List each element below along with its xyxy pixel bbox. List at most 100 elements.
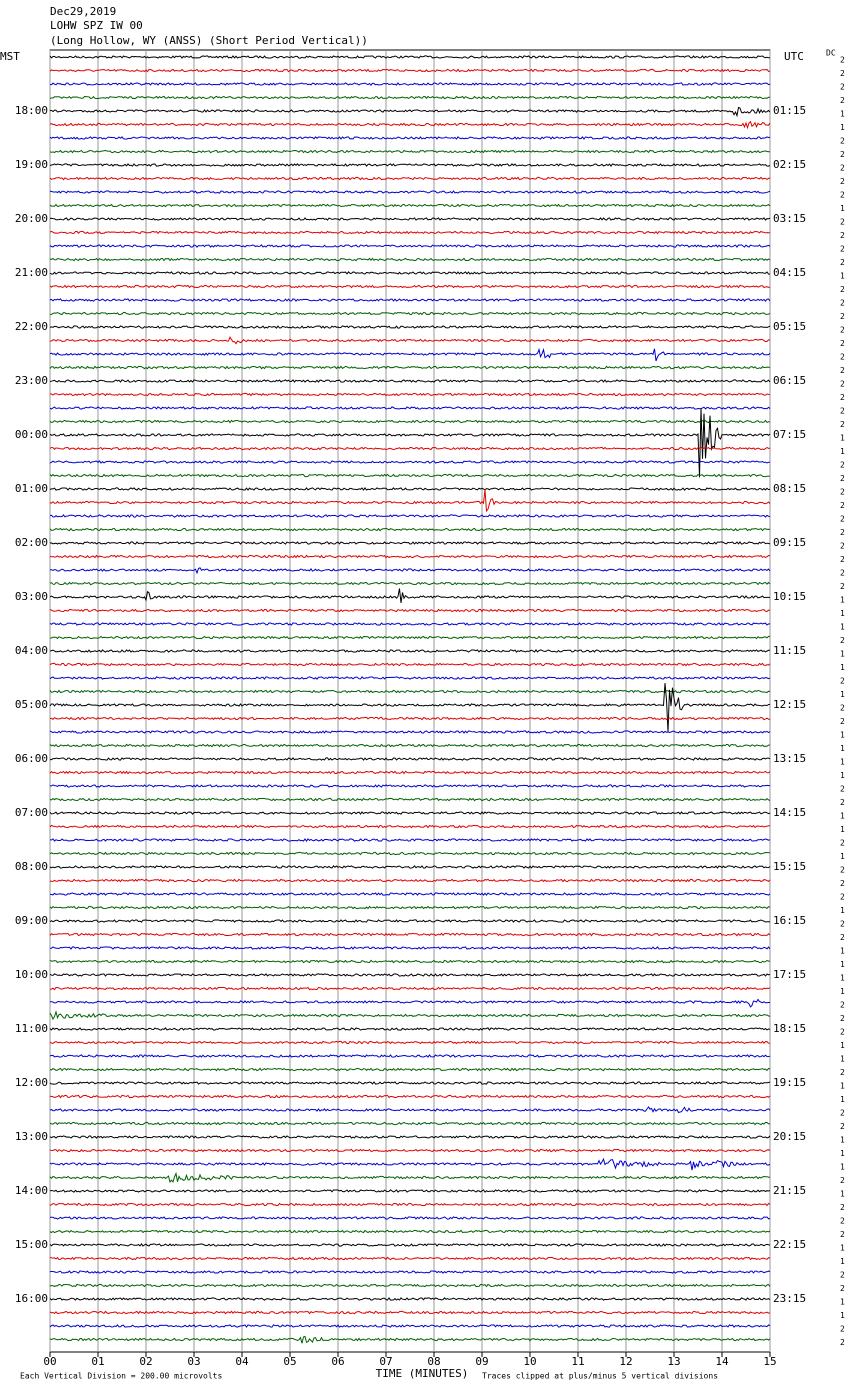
dc-value: 2 (840, 231, 845, 240)
right-time: 19:15 (773, 1076, 806, 1089)
dc-value: 2 (840, 798, 845, 807)
station: LOHW SPZ IW 00 (50, 19, 143, 32)
dc-value: 2 (840, 164, 845, 173)
right-time: 20:15 (773, 1130, 806, 1143)
trace (49, 851, 771, 856)
dc-value: 1 (840, 987, 845, 996)
trace (49, 905, 771, 910)
dc-value: 2 (840, 150, 845, 159)
trace (49, 190, 771, 194)
dc-value: 2 (840, 555, 845, 564)
trace (49, 68, 771, 73)
trace (49, 770, 771, 775)
left-time: 23:00 (15, 374, 48, 387)
dc-value: 1 (840, 596, 845, 605)
trace (49, 635, 770, 640)
dc-value: 2 (840, 1122, 845, 1131)
x-tick-label: 00 (43, 1355, 56, 1368)
dc-value: 2 (840, 285, 845, 294)
dc-value: 2 (840, 69, 845, 78)
trace (49, 716, 771, 721)
dc-value: 1 (840, 650, 845, 659)
trace (49, 676, 771, 680)
trace (49, 784, 771, 788)
trace (49, 1106, 771, 1114)
trace (49, 365, 771, 370)
trace (49, 567, 771, 575)
dc-value: 1 (840, 1190, 845, 1199)
dc-value: 1 (840, 204, 845, 213)
dc-value: 2 (840, 339, 845, 348)
dc-value: 2 (840, 1068, 845, 1077)
dc-value: 2 (840, 137, 845, 146)
trace (49, 959, 771, 964)
dc-value: 2 (840, 366, 845, 375)
x-tick-label: 08 (427, 1355, 440, 1368)
dc-value: 1 (840, 1136, 845, 1145)
trace (49, 120, 771, 130)
footer-right: Traces clipped at plus/minus 5 vertical … (482, 1372, 718, 1381)
right-time: 04:15 (773, 266, 806, 279)
dc-value: 1 (840, 1055, 845, 1064)
trace (49, 1283, 771, 1288)
trace (49, 541, 771, 545)
x-tick-label: 04 (235, 1355, 249, 1368)
dc-value: 2 (840, 920, 845, 929)
dc-value: 1 (840, 623, 845, 632)
right-time: 02:15 (773, 158, 806, 171)
trace (49, 797, 771, 802)
left-time: 22:00 (15, 320, 48, 333)
dc-value: 1 (840, 1041, 845, 1050)
dc-value: 2 (840, 879, 845, 888)
dc-value: 1 (840, 974, 845, 983)
trace (49, 581, 771, 586)
dc-value: 1 (840, 1311, 845, 1320)
trace (49, 460, 771, 464)
dc-label: DC (826, 49, 836, 58)
dc-value: 2 (840, 1230, 845, 1239)
trace (49, 136, 771, 140)
left-time: 02:00 (15, 536, 48, 549)
dc-value: 2 (840, 326, 845, 335)
dc-value: 2 (840, 245, 845, 254)
dc-value: 1 (840, 744, 845, 753)
left-time: 18:00 (15, 104, 48, 117)
left-time: 21:00 (15, 266, 48, 279)
trace (49, 311, 771, 316)
trace (49, 683, 771, 733)
dc-value: 2 (840, 1028, 845, 1037)
trace (49, 1256, 771, 1261)
dc-value: 2 (840, 218, 845, 227)
dc-value: 2 (840, 1001, 845, 1010)
dc-value: 2 (840, 1284, 845, 1293)
footer-left: Each Vertical Division = 200.00 microvol… (20, 1372, 222, 1381)
right-time: 12:15 (773, 698, 806, 711)
trace (49, 203, 771, 208)
dc-value: 2 (840, 1271, 845, 1280)
trace (49, 489, 771, 513)
trace (49, 55, 770, 59)
left-time: 00:00 (15, 428, 48, 441)
trace (49, 1067, 771, 1072)
x-tick-label: 03 (187, 1355, 200, 1368)
x-tick-label: 14 (715, 1355, 729, 1368)
x-tick-label: 12 (619, 1355, 632, 1368)
trace (49, 878, 771, 883)
trace (49, 95, 770, 100)
right-time: 22:15 (773, 1238, 806, 1251)
dc-value: 1 (840, 447, 845, 456)
trace (49, 973, 771, 977)
trace (49, 325, 771, 329)
left-time: 05:00 (15, 698, 48, 711)
trace (49, 335, 771, 345)
dc-value: 2 (840, 461, 845, 470)
left-time: 14:00 (15, 1184, 48, 1197)
dc-value: 2 (840, 501, 845, 510)
trace (49, 176, 771, 181)
left-time: 01:00 (15, 482, 48, 495)
dc-value: 1 (840, 663, 845, 672)
left-label: MST (0, 50, 20, 63)
dc-value: 2 (840, 1203, 845, 1212)
x-axis-label: TIME (MINUTES) (376, 1367, 469, 1380)
